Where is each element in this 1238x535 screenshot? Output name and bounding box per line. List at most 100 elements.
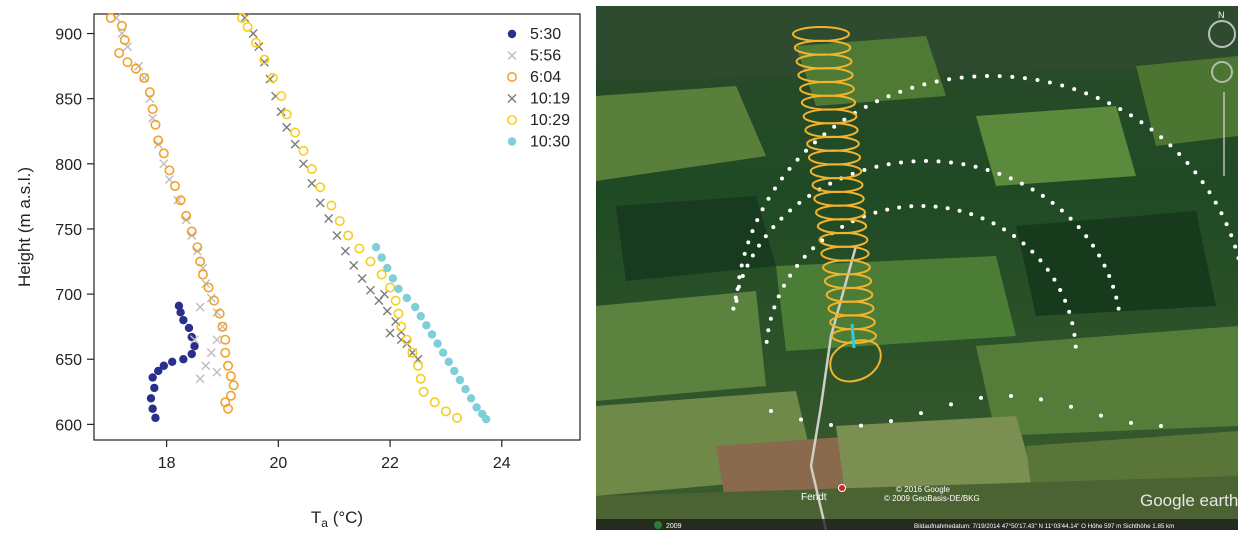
footprint-dot: [1185, 161, 1190, 166]
data-point: [444, 357, 453, 367]
data-point: [242, 22, 253, 33]
data-point: [416, 312, 425, 321]
footprint-dot: [755, 218, 760, 223]
data-point: [427, 330, 437, 339]
footprint-dot: [889, 419, 893, 424]
footprint-dot: [1069, 404, 1073, 409]
legend-label: 10:29: [530, 112, 570, 129]
x-axis-label: Ta (°C): [311, 508, 363, 530]
x-axis-label-main: T: [311, 508, 321, 527]
data-point: [153, 135, 164, 146]
data-point: [326, 200, 337, 211]
footprint-dot: [898, 89, 903, 94]
data-point: [411, 302, 420, 312]
data-point: [192, 242, 203, 253]
footprint-dot: [1072, 332, 1077, 337]
footprint-dot: [1038, 258, 1043, 263]
footprint-dot: [1040, 193, 1045, 198]
x-axis: 18 20 22 24: [158, 440, 511, 472]
footprint-dot: [862, 167, 867, 172]
y-axis: 600 650 700 750 800 850 900: [55, 27, 94, 434]
data-point: [228, 380, 239, 391]
footprint-dot: [828, 181, 833, 186]
footprint-dot: [772, 186, 777, 191]
footprint-dot: [832, 124, 837, 129]
footprint-dot: [1060, 83, 1065, 88]
footprint-dot: [829, 422, 833, 427]
footprint-dot: [1159, 423, 1163, 428]
data-point: [390, 295, 401, 306]
navigation-controls[interactable]: N: [1208, 10, 1236, 176]
legend-marker: [507, 51, 517, 60]
footprint-dot: [934, 79, 939, 84]
footprint-dot: [1107, 101, 1112, 106]
footprint-dot: [959, 75, 964, 80]
data-point: [281, 109, 292, 120]
footprint-dot: [1067, 309, 1072, 314]
footprint-dot: [1129, 420, 1133, 425]
footprint-dot: [1008, 176, 1013, 181]
look-joystick-icon[interactable]: [1211, 61, 1233, 83]
year-label: 2009: [666, 523, 682, 530]
footprint-dot: [1073, 344, 1078, 349]
data-point: [195, 256, 206, 267]
data-point: [148, 404, 157, 413]
footprint-dot: [811, 246, 816, 251]
data-point: [371, 242, 381, 252]
footprint-dot: [911, 159, 916, 164]
footprint-dot: [1200, 180, 1205, 185]
footprint-dot: [961, 162, 966, 167]
footprint-dot: [739, 263, 744, 268]
data-point: [212, 367, 222, 377]
data-point: [209, 295, 220, 306]
footprint-dot: [979, 395, 983, 400]
footprint-dot: [909, 204, 914, 209]
data-point: [433, 339, 442, 348]
legend-label: 10:19: [530, 91, 570, 108]
data-point: [114, 48, 125, 59]
legend: 5:30 5:56 6:04 10:19 10:29 10:30: [506, 26, 570, 151]
footprint-dot: [772, 305, 777, 310]
footprint-dot: [1035, 78, 1040, 83]
footprint-dot: [742, 251, 747, 256]
data-point: [259, 57, 269, 67]
data-point: [407, 347, 418, 358]
footprint-dot: [1068, 216, 1073, 221]
data-point: [158, 148, 169, 159]
footprint-dot: [1047, 80, 1052, 85]
plot-frame: [93, 13, 581, 441]
legend-marker: [506, 115, 517, 126]
survey-footprint-dots: [731, 74, 1238, 428]
data-point: [220, 347, 231, 358]
footprint-dot: [1010, 74, 1015, 79]
footprint-dot: [769, 409, 773, 413]
footprint-dot: [874, 164, 879, 169]
footprint-dot: [945, 206, 950, 211]
data-point: [349, 260, 359, 270]
footprint-dot: [972, 74, 977, 79]
series-layer: [105, 12, 491, 424]
data-point: [385, 282, 396, 293]
data-point: [452, 412, 463, 423]
footprint-dot: [873, 210, 878, 215]
footprint-dot: [1111, 284, 1116, 289]
data-point: [119, 35, 130, 46]
footprint-dot: [1039, 397, 1043, 402]
footprint-dot: [1219, 211, 1224, 216]
footprint-dot: [766, 196, 771, 201]
data-point: [148, 373, 157, 382]
footprint-dot: [886, 162, 891, 167]
data-point: [332, 230, 342, 240]
data-point: [267, 72, 278, 83]
data-point: [168, 357, 177, 367]
footprint-dot: [921, 204, 926, 209]
data-point: [450, 366, 459, 376]
compass-icon[interactable]: [1208, 20, 1236, 48]
data-point: [365, 256, 376, 267]
footprint-dot: [948, 160, 953, 165]
data-point: [186, 226, 197, 237]
data-point: [225, 390, 236, 401]
data-point: [190, 335, 200, 345]
footprint-dot: [984, 74, 989, 79]
data-point: [422, 321, 431, 330]
